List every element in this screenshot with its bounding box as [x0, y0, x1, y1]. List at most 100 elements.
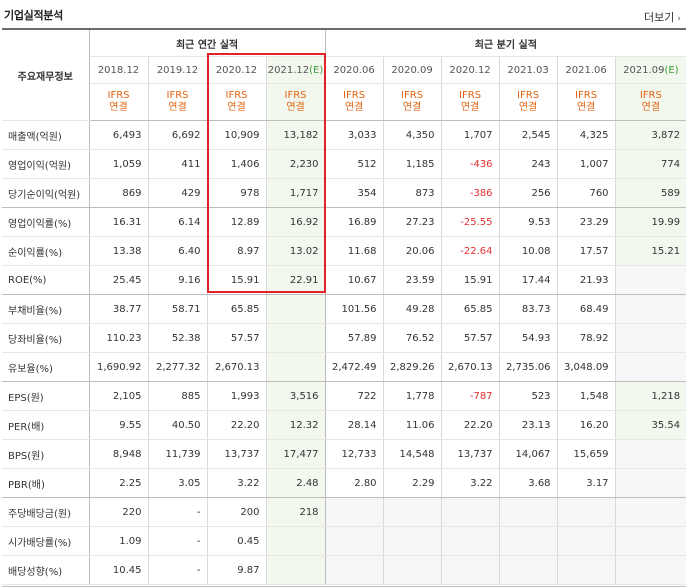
- table-cell: 2.80: [325, 468, 384, 498]
- corner-header: 주요재무정보: [2, 28, 90, 121]
- table-cell: [266, 323, 326, 353]
- table-cell: 57.89: [325, 323, 384, 353]
- table-cell: 2,230: [266, 149, 326, 179]
- table-row: 주당배당금(원) 220-200 218: [2, 497, 687, 527]
- table-cell: 523: [499, 381, 558, 411]
- table-cell: -: [148, 555, 208, 585]
- period-header: 2020.06: [325, 56, 384, 84]
- table-cell: 54.93: [499, 323, 558, 353]
- basis-standard: IFRS: [107, 90, 130, 101]
- table-cell: 23.59: [383, 265, 442, 295]
- table-cell: 4,325: [557, 120, 616, 150]
- table-cell: -436: [441, 149, 500, 179]
- row-label: 당좌비율(%): [2, 323, 90, 353]
- table-cell: 3,872: [615, 120, 687, 150]
- table-cell: 2,277.32: [148, 352, 208, 382]
- table-cell: 12.32: [266, 410, 326, 440]
- period-label: 2019.12: [156, 64, 199, 76]
- table-cell: -25.55: [441, 207, 500, 237]
- table-cell: 1,007: [557, 149, 616, 179]
- table-cell: 10.08: [499, 236, 558, 266]
- estimate-mark: (E): [309, 64, 324, 76]
- table-row: 당좌비율(%) 110.23 52.38 57.57 57.89 76.52 57.57 54…: [2, 323, 687, 353]
- basis-scope: 연결: [227, 102, 246, 113]
- table-row: BPS(원) 8,948 11,739 13,737 17,477 12,733 14,54…: [2, 439, 687, 469]
- row-label: 영업이익률(%): [2, 207, 90, 237]
- table-cell: 2.29: [383, 468, 442, 498]
- table-cell: 200: [207, 497, 267, 527]
- basis-scope: 연결: [460, 102, 480, 113]
- table-cell: 1,993: [207, 381, 267, 411]
- table-cell: [383, 526, 442, 556]
- table-cell: 58.71: [148, 294, 208, 324]
- table-cell: 40.50: [148, 410, 208, 440]
- table-cell: 1,185: [383, 149, 442, 179]
- table-bottom-border: [2, 586, 686, 587]
- table-cell: 17.44: [499, 265, 558, 295]
- table-cell: 1,406: [207, 149, 267, 179]
- table-cell: 2,472.49: [325, 352, 384, 382]
- row-label: ROE(%): [2, 265, 90, 295]
- table-cell: 2,670.13: [441, 352, 500, 382]
- table-cell: 2.25: [89, 468, 149, 498]
- table-cell: 10.45: [89, 555, 149, 585]
- basis-header: IFRS 연결: [325, 83, 384, 121]
- table-cell: 722: [325, 381, 384, 411]
- table-row: 배당성향(%) 10.45-9.87: [2, 555, 687, 585]
- table-cell: [615, 294, 687, 324]
- table-cell: 3.05: [148, 468, 208, 498]
- table-cell: [615, 468, 687, 498]
- basis-header: IFRS 연결: [89, 83, 149, 121]
- basis-scope: 연결: [402, 102, 422, 113]
- row-label: PBR(배): [2, 468, 90, 498]
- period-header: 2021.12(E): [266, 56, 326, 84]
- period-header: 2019.12: [148, 56, 208, 84]
- table-row: 영업이익률(%) 16.31 6.14 12.89 16.92 16.89 27.23 -25…: [2, 207, 687, 237]
- period-header: 2021.03: [499, 56, 558, 84]
- table-cell: 256: [499, 178, 558, 208]
- table-cell: [383, 555, 442, 585]
- table-cell: [615, 555, 687, 585]
- table-row: 순이익률(%) 13.38 6.40 8.97 13.02 11.68 20.06 -22.6…: [2, 236, 687, 266]
- table-row: 당기순이익(억원) 869 429 978 1,717 354 873 -386 256 760 5…: [2, 178, 687, 208]
- table-cell: [615, 323, 687, 353]
- table-cell: [615, 497, 687, 527]
- row-label: 시가배당률(%): [2, 526, 90, 556]
- basis-scope: 연결: [344, 102, 364, 113]
- more-link[interactable]: 더보기 ›: [644, 9, 681, 25]
- basis-standard: IFRS: [459, 90, 482, 101]
- row-label: 당기순이익(억원): [2, 178, 90, 208]
- table-cell: 17.57: [557, 236, 616, 266]
- period-label: 2020.12: [215, 64, 258, 76]
- table-cell: [325, 526, 384, 556]
- table-cell: [266, 526, 326, 556]
- more-link-label[interactable]: 더보기: [644, 11, 675, 24]
- basis-standard: IFRS: [166, 90, 189, 101]
- basis-standard: IFRS: [401, 90, 424, 101]
- table-cell: 10.67: [325, 265, 384, 295]
- basis-header: IFRS 연결: [615, 83, 687, 121]
- row-label: 배당성향(%): [2, 555, 90, 585]
- table-cell: 38.77: [89, 294, 149, 324]
- table-cell: [325, 497, 384, 527]
- table-cell: 774: [615, 149, 687, 179]
- basis-header: IFRS 연결: [499, 83, 558, 121]
- table-row: PER(배) 9.55 40.50 22.20 12.32 28.14 11.06 22.20…: [2, 410, 687, 440]
- period-label: 2021.06: [565, 64, 607, 76]
- row-label: EPS(원): [2, 381, 90, 411]
- financial-table: 주요재무정보 최근 연간 실적 최근 분기 실적 2018.12 2019.12 2…: [2, 28, 687, 585]
- table-cell: [615, 526, 687, 556]
- table-cell: 1,218: [615, 381, 687, 411]
- table-cell: 52.38: [148, 323, 208, 353]
- table-cell: 23.29: [557, 207, 616, 237]
- period-label: 2020.12: [449, 64, 491, 76]
- table-cell: 978: [207, 178, 267, 208]
- table-row: 유보율(%) 1,690.92 2,277.32 2,670.13 2,472.49 2,…: [2, 352, 687, 382]
- period-header: 2018.12: [89, 56, 149, 84]
- table-cell: 12.89: [207, 207, 267, 237]
- period-header: 2020.09: [383, 56, 442, 84]
- table-cell: 2.48: [266, 468, 326, 498]
- table-cell: 15.91: [441, 265, 500, 295]
- table-cell: 14,067: [499, 439, 558, 469]
- section-title: 기업실적분석: [4, 9, 63, 22]
